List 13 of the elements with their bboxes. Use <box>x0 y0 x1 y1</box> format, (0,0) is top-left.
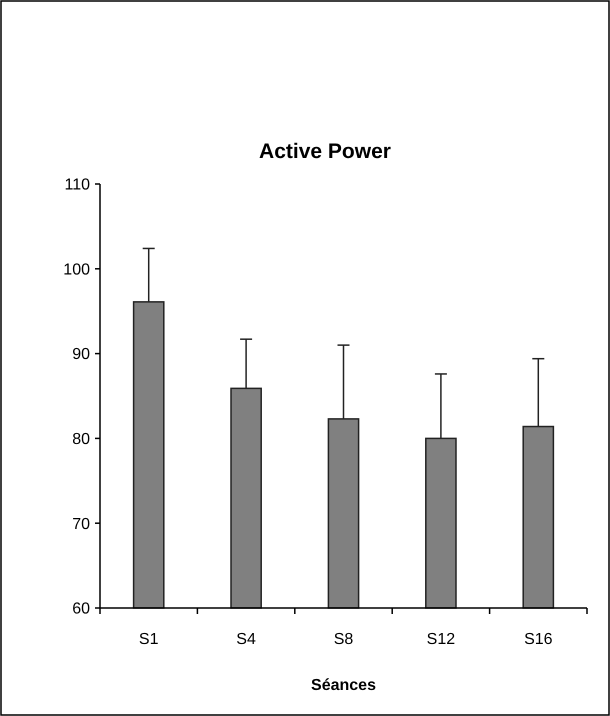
y-tick-label: 110 <box>64 176 90 194</box>
y-tick-label: 60 <box>72 600 90 618</box>
y-tick-label: 90 <box>72 346 90 364</box>
x-axis-title: Séances <box>311 677 376 694</box>
x-tick-label: S1 <box>138 631 159 648</box>
x-tick-label: S8 <box>334 631 354 648</box>
x-tick-label: S12 <box>426 631 456 648</box>
y-tick-label: 80 <box>72 431 90 448</box>
y-tick-label: 70 <box>72 516 90 533</box>
chart-title: Active Power <box>259 140 391 163</box>
x-tick-label: S16 <box>524 631 553 648</box>
x-tick-label: S4 <box>236 631 256 648</box>
y-tick-label: 100 <box>63 261 90 278</box>
